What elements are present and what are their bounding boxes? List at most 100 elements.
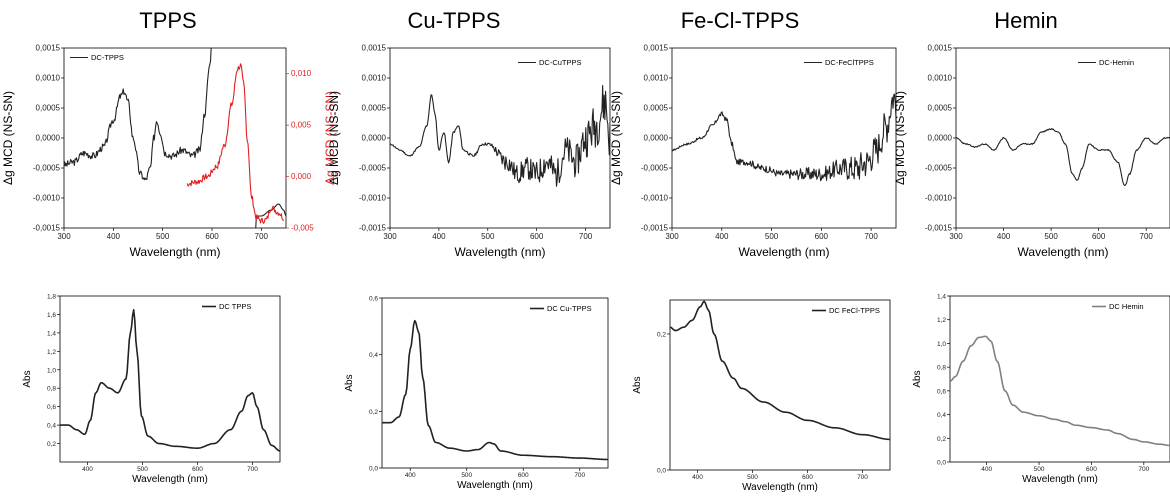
mcd-feclpps-xtick-label-3: 600 [815, 232, 829, 241]
abs-feclpps-xtick-label-0: 400 [692, 474, 703, 481]
abs-cutpps-series-line-0 [382, 319, 608, 461]
abs-cutpps-frame [381, 297, 609, 469]
mcd-tpps-y2tick-label-0: -0,005 [291, 224, 314, 233]
abs-cutpps-xtick-label-2: 600 [518, 472, 529, 479]
mcd-tpps-series-line-1 [255, 203, 286, 228]
mcd-hemin-y-axis-label: Δg MCD (NS-SN) [893, 91, 907, 185]
mcd-hemin-ytick-label-3: 0,0000 [928, 134, 953, 143]
mcd-tpps-ytick-label-3: 0,0000 [36, 134, 61, 143]
abs-hemin-xtick-label-2: 500 [1034, 466, 1045, 473]
column-title-cu-tpps: Cu-TPPS [407, 8, 501, 33]
abs-cutpps-x-axis-label: Wavelength (nm) [457, 480, 533, 491]
abs-hemin-x-axis-label: Wavelength (nm) [1022, 474, 1098, 485]
mcd-tpps-ytick-label-5: 0,0010 [36, 74, 61, 83]
mcd-cutpps-xtick-label-2: 500 [481, 232, 495, 241]
abs-feclpps-x-axis-label: Wavelength (nm) [742, 482, 818, 493]
mcd-cutpps-xtick-label-0: 300 [383, 232, 397, 241]
mcd-tpps-ytick-label-1: -0,0010 [33, 194, 61, 203]
mcd-hemin-xtick-label-3: 600 [1092, 232, 1106, 241]
mcd-tpps-ytick-label-0: -0,0015 [33, 224, 61, 233]
abs-hemin-ytick-label-5: 1,0 [937, 341, 946, 348]
abs-tpps-ytick-label-3: 0,8 [47, 386, 56, 393]
mcd-feclpps-ytick-label-5: 0,0010 [644, 74, 669, 83]
abs-tpps-x-axis-label: Wavelength (nm) [132, 474, 208, 485]
mcd-feclpps-ytick-label-6: 0,0015 [644, 44, 669, 53]
abs-hemin-ytick-label-6: 1,2 [937, 317, 946, 324]
mcd-hemin-ytick-label-5: 0,0010 [928, 74, 953, 83]
abs-hemin-frame [949, 295, 1170, 463]
abs-tpps-ytick-label-5: 1,2 [47, 349, 56, 356]
mcd-tpps-y2tick-label-2: 0,005 [291, 121, 312, 130]
mcd-feclpps-legend-label: DC-FeClTPPS [825, 58, 874, 67]
abs-tpps-ytick-label-0: 0,2 [47, 441, 56, 448]
abs-cutpps-ytick-label-1: 0,2 [369, 409, 378, 416]
mcd-hemin-ytick-label-2: -0,0005 [925, 164, 953, 173]
mcd-cutpps-y-axis-label: Δg MCD (NS-SN) [327, 91, 341, 185]
mcd-cutpps-ytick-label-5: 0,0010 [362, 74, 387, 83]
mcd-feclpps-xtick-label-0: 300 [665, 232, 679, 241]
abs-cutpps-ytick-label-3: 0,6 [369, 296, 378, 303]
abs-feclpps-chart: 400 500 600 700 0,0 0,2 Wavelength (nm) Abs DC F… [632, 299, 891, 493]
abs-tpps-ytick-label-4: 1,0 [47, 367, 56, 374]
abs-hemin-series-line-0 [950, 335, 1170, 447]
abs-cutpps-legend-label: DC Cu-TPPS [547, 304, 592, 313]
mcd-feclpps-xtick-label-2: 500 [765, 232, 779, 241]
mcd-feclpps-series-line-0 [672, 93, 896, 182]
abs-tpps-legend-label: DC TPPS [219, 302, 251, 311]
mcd-feclpps-ytick-label-4: 0,0005 [644, 104, 669, 113]
abs-hemin-ytick-label-2: 0,4 [937, 412, 946, 419]
mcd-hemin-legend-label: DC-Hemin [1099, 58, 1134, 67]
abs-tpps-ytick-label-2: 0,6 [47, 404, 56, 411]
mcd-cutpps-ytick-label-2: -0,0005 [359, 164, 387, 173]
abs-tpps-ytick-label-7: 1,6 [47, 312, 56, 319]
mcd-hemin-ytick-label-4: 0,0005 [928, 104, 953, 113]
mcd-tpps-legend-label: DC-TPPS [91, 53, 124, 62]
mcd-feclpps-x-axis-label: Wavelength (nm) [739, 245, 830, 259]
mcd-hemin-ytick-label-1: -0,0010 [925, 194, 953, 203]
abs-cutpps-xtick-label-0: 400 [405, 472, 416, 479]
mcd-cutpps-xtick-label-4: 700 [579, 232, 593, 241]
abs-cutpps-xtick-label-1: 500 [461, 472, 472, 479]
mcd-tpps-chart: 300 400 500 600 700 -0,0015 -0,0010 -0,0005 0,00… [1, 44, 337, 260]
abs-hemin-ytick-label-1: 0,2 [937, 436, 946, 443]
mcd-tpps-ytick-label-4: 0,0005 [36, 104, 61, 113]
mcd-cutpps-ytick-label-0: -0,0015 [359, 224, 387, 233]
mcd-feclpps-ytick-label-0: -0,0015 [641, 224, 669, 233]
abs-hemin-legend-label: DC Hemin [1109, 302, 1144, 311]
mcd-tpps-x-axis-label: Wavelength (nm) [130, 245, 221, 259]
abs-feclpps-frame [669, 299, 891, 471]
abs-tpps-xtick-label-3: 700 [247, 466, 258, 473]
mcd-tpps-series-line-0 [64, 48, 212, 181]
abs-tpps-xtick-label-1: 500 [137, 466, 148, 473]
mcd-hemin-series-line-0 [956, 128, 1170, 186]
abs-cutpps-y-axis-label: Abs [344, 374, 355, 391]
abs-hemin-y-axis-label: Abs [912, 370, 923, 387]
mcd-tpps-y2tick-label-1: 0,000 [291, 172, 312, 181]
column-title-tpps: TPPS [139, 8, 197, 33]
abs-cutpps-chart: 400 500 600 700 0,0 0,2 0,4 0,6 Wavelength (nm) A… [344, 296, 609, 491]
column-title-fe-cl-tpps: Fe-Cl-TPPS [680, 8, 800, 33]
abs-tpps-y-axis-label: Abs [22, 370, 33, 387]
abs-hemin-xtick-label-3: 600 [1086, 466, 1097, 473]
mcd-tpps-xtick-label-0: 300 [57, 232, 71, 241]
abs-cutpps-ytick-label-0: 0,0 [369, 466, 378, 473]
mcd-feclpps-y-axis-label: Δg MCD (NS-SN) [609, 91, 623, 185]
mcd-feclpps-xtick-label-1: 400 [715, 232, 729, 241]
mcd-feclpps-xtick-label-4: 700 [864, 232, 878, 241]
column-title-hemin: Hemin [994, 8, 1058, 33]
mcd-cutpps-xtick-label-1: 400 [432, 232, 446, 241]
mcd-tpps-ytick-label-6: 0,0015 [36, 44, 61, 53]
mcd-tpps-series-line-2 [186, 63, 285, 224]
abs-feclpps-series-line-0 [670, 300, 890, 441]
mcd-hemin-xtick-label-1: 400 [997, 232, 1011, 241]
mcd-cutpps-x-axis-label: Wavelength (nm) [455, 245, 546, 259]
mcd-tpps-y2tick-label-3: 0,010 [291, 69, 312, 78]
mcd-tpps-xtick-label-2: 500 [156, 232, 170, 241]
abs-hemin-ytick-label-4: 0,8 [937, 365, 946, 372]
mcd-cutpps-ytick-label-6: 0,0015 [362, 44, 387, 53]
abs-hemin-ytick-label-0: 0,0 [937, 460, 946, 467]
abs-cutpps-xtick-label-3: 700 [574, 472, 585, 479]
mcd-tpps-ytick-label-2: -0,0005 [33, 164, 61, 173]
mcd-tpps-y2-axis-label: Δg MCD (NS-SN) [323, 91, 337, 185]
mcd-hemin-chart: 300 400 500 600 700 -0,0015 -0,0010 -0,0005 0,00… [893, 44, 1170, 259]
